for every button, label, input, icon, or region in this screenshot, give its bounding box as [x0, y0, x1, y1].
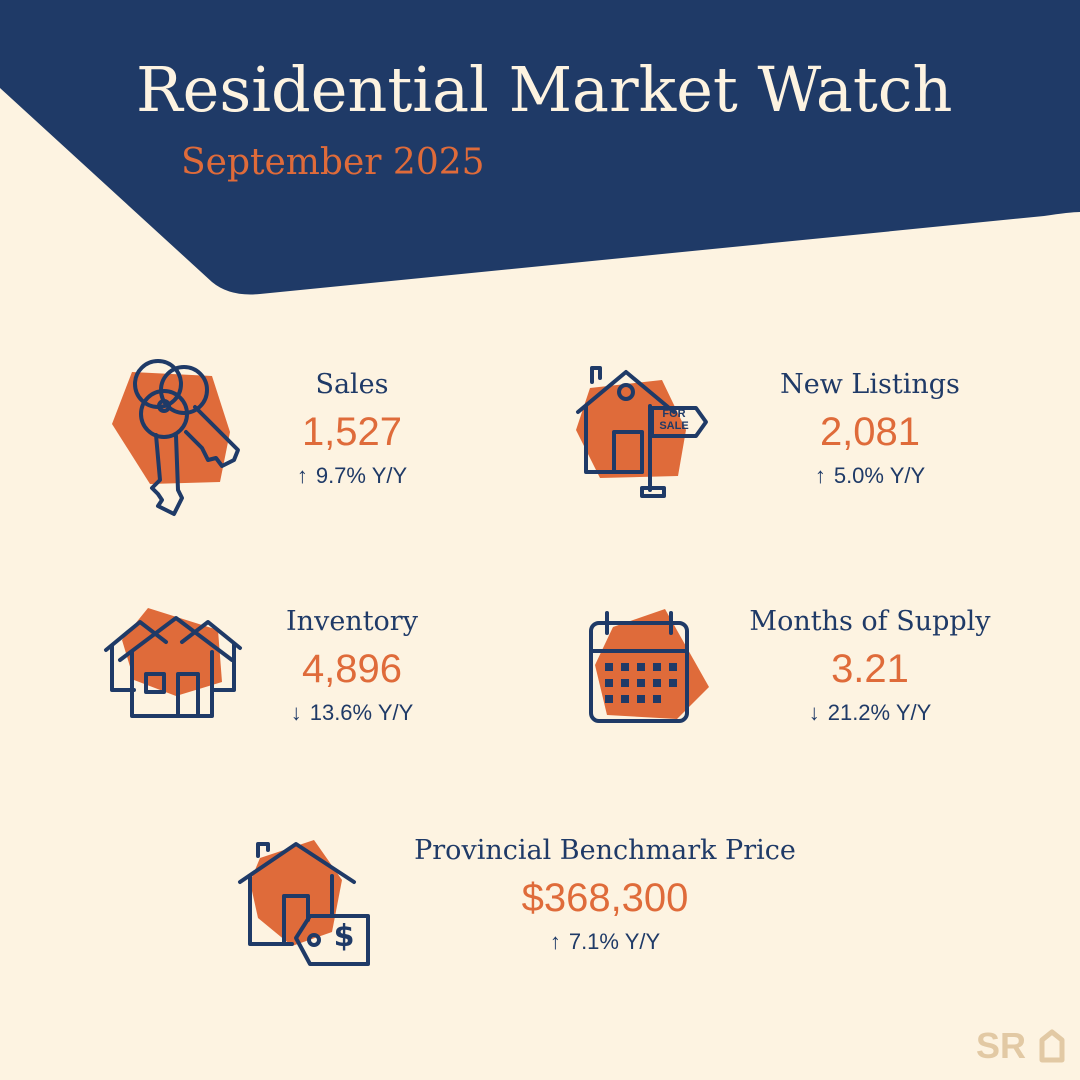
stat-inventory: Inventory 4,896 ↓ 13.6% Y/Y	[202, 605, 502, 727]
sr-logo: SR	[976, 1024, 1068, 1069]
stat-value: 3.21	[831, 647, 909, 691]
arrow-down-icon: ↓	[290, 700, 302, 725]
price-tag-symbol: $	[333, 919, 355, 954]
for-sale-house-icon	[576, 366, 708, 498]
stat-value: 2,081	[819, 410, 921, 454]
stat-change: ↓ 21.2% Y/Y	[720, 699, 1020, 727]
arrow-up-icon: ↑	[549, 929, 561, 954]
stat-label: Provincial Benchmark Price	[414, 835, 796, 866]
houses-icon	[104, 608, 242, 718]
page-title: Residential Market Watch	[136, 53, 953, 126]
stat-change: ↓ 13.6% Y/Y	[202, 699, 502, 727]
header-banner	[0, 0, 1080, 295]
calendar-icon	[589, 609, 709, 723]
keys-icon	[112, 359, 240, 516]
arrow-up-icon: ↑	[296, 463, 308, 488]
stat-label: Inventory	[286, 606, 418, 637]
stat-change: ↑ 5.0% Y/Y	[720, 462, 1020, 490]
stat-value: $368,300	[521, 876, 689, 920]
change-text: 21.2% Y/Y	[827, 700, 932, 725]
stat-change: ↑ 7.1% Y/Y	[385, 928, 825, 956]
stat-months-of-supply: Months of Supply 3.21 ↓ 21.2% Y/Y	[720, 605, 1020, 727]
arrow-down-icon: ↓	[808, 700, 820, 725]
change-text: 13.6% Y/Y	[309, 700, 414, 725]
stat-sales: Sales 1,527 ↑ 9.7% Y/Y	[202, 368, 502, 490]
page-subtitle: September 2025	[181, 142, 485, 183]
change-text: 9.7% Y/Y	[315, 463, 408, 488]
stat-label: Months of Supply	[749, 606, 991, 637]
arrow-up-icon: ↑	[814, 463, 826, 488]
stat-change: ↑ 9.7% Y/Y	[202, 462, 502, 490]
stat-value: 1,527	[301, 410, 403, 454]
stat-label: Sales	[315, 369, 389, 400]
house-price-tag-icon	[238, 840, 370, 966]
stat-new-listings: New Listings 2,081 ↑ 5.0% Y/Y	[720, 368, 1020, 490]
stat-label: New Listings	[780, 369, 960, 400]
stat-benchmark-price: Provincial Benchmark Price $368,300 ↑ 7.1…	[385, 834, 825, 956]
change-text: 5.0% Y/Y	[833, 463, 926, 488]
logo-text: SR	[976, 1025, 1026, 1064]
stat-value: 4,896	[301, 647, 403, 691]
change-text: 7.1% Y/Y	[568, 929, 661, 954]
for-sale-sign-text: FOR SALE	[659, 408, 689, 432]
